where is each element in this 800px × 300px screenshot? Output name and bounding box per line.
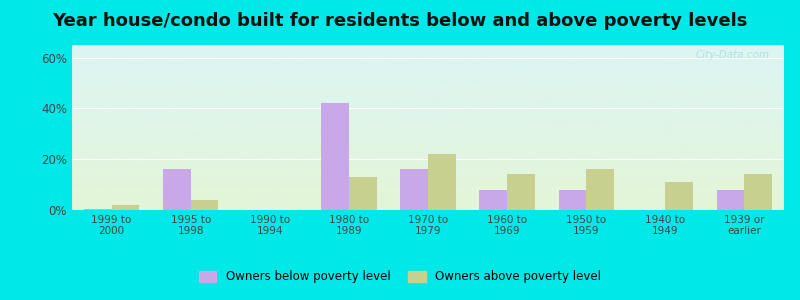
Bar [321, 103, 349, 210]
Bar [400, 169, 428, 210]
Text: Year house/condo built for residents below and above poverty levels: Year house/condo built for residents bel… [52, 12, 748, 30]
Bar [507, 175, 534, 210]
Bar [163, 169, 190, 210]
Bar [111, 205, 139, 210]
Bar [666, 182, 693, 210]
Bar [717, 190, 745, 210]
Bar [745, 175, 772, 210]
Bar [479, 190, 507, 210]
Bar [586, 169, 614, 210]
Bar [349, 177, 377, 210]
Bar [190, 200, 218, 210]
Bar [84, 209, 111, 210]
Legend: Owners below poverty level, Owners above poverty level: Owners below poverty level, Owners above… [194, 266, 606, 288]
Bar [558, 190, 586, 210]
Text: City-Data.com: City-Data.com [696, 50, 770, 60]
Bar [428, 154, 456, 210]
